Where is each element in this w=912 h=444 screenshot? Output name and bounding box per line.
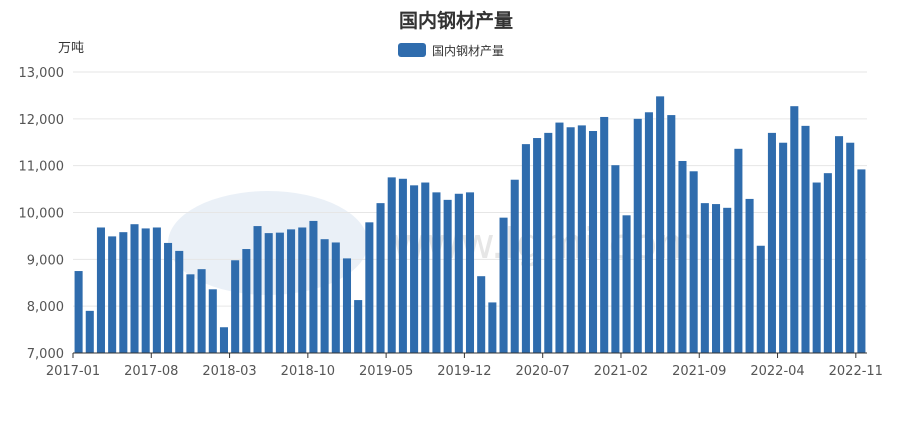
y-tick-label: 13,000 [19,66,65,81]
bar [533,138,542,353]
bar [219,327,228,353]
bar [410,185,419,353]
x-tick-label: 2019-05 [359,364,413,379]
x-tick-label: 2017-01 [46,364,100,379]
bar [331,242,340,353]
bar [152,227,161,353]
bar [723,207,732,353]
bar [365,222,374,353]
x-tick-label: 2022-04 [750,364,804,379]
bar [320,239,329,353]
bar [745,198,754,353]
bar [231,260,240,353]
bar [667,115,676,353]
bar [823,173,832,353]
bar [253,226,262,353]
bar [421,182,430,353]
bar [376,203,385,353]
y-tick-label: 12,000 [19,113,65,128]
bar [712,204,721,353]
y-tick-label: 10,000 [19,207,65,222]
bar [96,227,105,353]
bar [208,289,217,353]
bar [622,215,631,353]
bar [454,193,463,353]
x-tick-label: 2022-11 [829,364,883,379]
y-axis-unit: 万吨 [58,41,84,56]
bar [857,169,866,353]
x-tick-label: 2017-08 [124,364,178,379]
bar [656,96,665,353]
bar [74,271,83,353]
bar [756,245,765,353]
x-tick-label: 2021-02 [594,364,648,379]
bar [767,132,776,353]
legend[interactable]: 国内钢材产量 [398,42,504,58]
bar [141,228,150,353]
chart-title: 国内钢材产量 [398,10,513,32]
y-tick-label: 8,000 [27,300,64,315]
bar [477,276,486,353]
bar [812,182,821,353]
bar [130,224,139,353]
bar [544,132,553,353]
bar [700,203,709,353]
bar [197,269,206,353]
y-tick-label: 9,000 [27,253,64,268]
bar [678,160,687,353]
bar [85,310,94,353]
bar [588,131,598,353]
x-tick-label: 2021-09 [672,364,726,379]
x-tick-label: 2018-03 [202,364,256,379]
bar [342,258,352,353]
bar [443,199,452,353]
bar [835,136,844,353]
bar [499,217,508,353]
legend-swatch [398,43,426,57]
bar [298,227,307,353]
bar [432,192,441,353]
bar [779,142,788,353]
bar [577,125,586,353]
bar [164,242,173,353]
bar [644,112,653,353]
bar [846,142,855,353]
bar [264,233,273,353]
bar [689,171,698,353]
bar [488,302,497,353]
bar [521,144,530,353]
bar [790,106,799,354]
bar [633,118,642,353]
x-tick-label: 2018-10 [281,364,335,379]
x-tick-label: 2019-12 [437,364,491,379]
bar [398,178,407,353]
bar [309,220,318,353]
legend-label: 国内钢材产量 [432,43,505,58]
bar [555,122,564,353]
bar [175,250,184,353]
x-tick-label: 2020-07 [516,364,570,379]
bar [465,192,475,353]
bar [611,165,620,353]
bar [275,232,284,353]
bar [242,249,251,353]
bar [119,232,128,353]
bar [600,116,609,354]
bar [801,125,810,353]
bar [510,179,519,353]
bar [387,177,396,353]
bar [287,229,296,353]
bar [108,236,117,353]
bar [566,127,575,353]
y-tick-label: 11,000 [19,160,65,175]
bar [734,148,743,353]
bar [354,300,363,353]
bar [186,274,195,353]
y-tick-label: 7,000 [27,347,64,362]
